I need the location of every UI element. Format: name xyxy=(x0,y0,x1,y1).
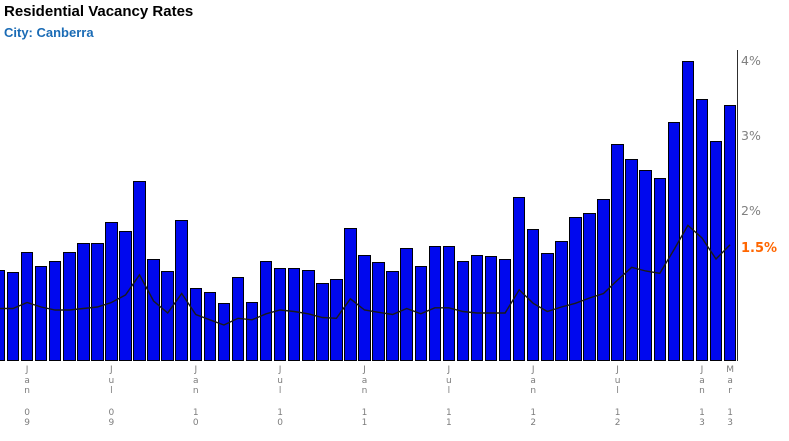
vacancy-bar xyxy=(77,242,90,361)
vacancy-bar xyxy=(105,221,118,361)
vacancy-bar xyxy=(287,268,301,361)
vacancy-bar xyxy=(625,159,638,361)
vacancy-bar xyxy=(344,227,357,361)
chart-city-subtitle: City: Canberra xyxy=(4,25,94,40)
vacancy-bar xyxy=(470,254,484,361)
vacancy-bar xyxy=(723,105,737,361)
vacancy-bar xyxy=(611,143,624,361)
vacancy-bar xyxy=(681,61,695,361)
vacancy-bar xyxy=(48,260,62,361)
vacancy-bar xyxy=(526,229,540,361)
vacancy-bar xyxy=(203,292,217,361)
vacancy-bar xyxy=(583,212,596,361)
vacancy-bar xyxy=(217,302,231,361)
vacancy-bar xyxy=(175,220,188,361)
vacancy-bar xyxy=(189,287,203,361)
vacancy-bar xyxy=(20,252,34,361)
y-tick-label: 2% xyxy=(741,203,761,218)
vacancy-bar xyxy=(34,265,48,361)
vacancy-bar xyxy=(428,246,442,361)
vacancy-bar xyxy=(639,169,652,361)
vacancy-bar xyxy=(442,245,456,361)
vacancy-bar xyxy=(0,269,6,361)
vacancy-bar xyxy=(119,231,132,361)
plot-area xyxy=(0,50,737,361)
vacancy-bar xyxy=(400,247,413,361)
vacancy-bar xyxy=(653,178,667,361)
vacancy-bar xyxy=(147,259,160,361)
vacancy-bar xyxy=(6,271,20,361)
vacancy-bar xyxy=(512,196,526,361)
vacancy-bar xyxy=(273,268,287,361)
vacancy-bar xyxy=(597,199,610,361)
current-rate-tick-label: 1.5% xyxy=(741,240,778,256)
vacancy-bar xyxy=(569,217,582,361)
vacancy-bar xyxy=(259,261,273,361)
vacancy-bar xyxy=(316,283,329,361)
vacancy-bar xyxy=(541,253,554,361)
y-tick-label: 4% xyxy=(741,53,761,68)
vacancy-bar xyxy=(386,271,399,361)
vacancy-bar xyxy=(695,98,709,361)
vacancy-bar xyxy=(63,251,76,361)
vacancy-bar xyxy=(133,181,146,361)
vacancy-bar xyxy=(498,259,512,361)
vacancy-rate-line xyxy=(0,224,731,326)
vacancy-bar xyxy=(484,256,498,361)
y-tick-label: 3% xyxy=(741,128,761,143)
vacancy-bar xyxy=(245,301,259,361)
vacancy-bar xyxy=(330,279,343,361)
vacancy-bar xyxy=(555,241,568,361)
page-title: Residential Vacancy Rates xyxy=(4,3,194,20)
vacancy-bar xyxy=(358,255,371,361)
right-y-axis-line xyxy=(737,50,738,361)
vacancy-bar xyxy=(161,271,174,361)
vacancy-bar xyxy=(667,121,681,361)
vacancy-bar xyxy=(91,242,104,361)
